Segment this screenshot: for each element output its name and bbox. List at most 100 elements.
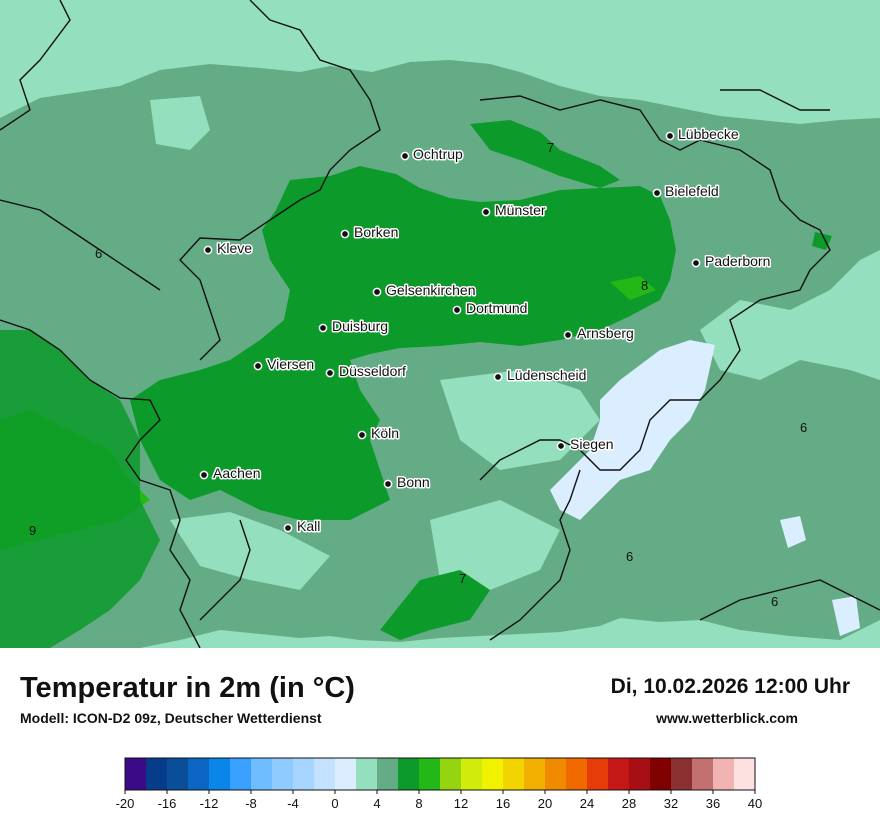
legend-swatch <box>587 758 609 790</box>
website-link[interactable]: www.wetterblick.com <box>656 710 798 726</box>
city-bielefeld[interactable]: Bielefeld <box>652 182 720 201</box>
city-dot <box>372 287 382 297</box>
city-arnsberg[interactable]: Arnsberg <box>563 324 635 343</box>
temp-zone-7-patch <box>380 570 490 640</box>
city-label: Bielefeld <box>665 183 719 199</box>
city-koeln[interactable]: Köln <box>357 424 401 443</box>
temp-zone-0-2 <box>550 340 715 520</box>
legend-swatch <box>566 758 588 790</box>
city-luedenscheid[interactable]: Lüdenscheid <box>493 366 588 385</box>
city-viersen[interactable]: Viersen <box>253 355 316 374</box>
city-aachen[interactable]: Aachen <box>199 464 262 483</box>
city-luebbecke[interactable]: Lübbecke <box>665 125 740 144</box>
city-dot <box>340 229 350 239</box>
city-dot <box>665 131 675 141</box>
city-dot <box>199 470 209 480</box>
legend-tick-label: 16 <box>496 796 510 811</box>
city-dot <box>318 323 328 333</box>
isoline-label: 6 <box>800 420 807 435</box>
legend-tick-label: 0 <box>331 796 338 811</box>
legend-tick-label: 8 <box>415 796 422 811</box>
legend-swatch <box>713 758 735 790</box>
legend-swatch <box>482 758 504 790</box>
isoline-label: 7 <box>459 571 466 586</box>
legend-swatch <box>230 758 252 790</box>
city-label: Kleve <box>217 240 252 256</box>
legend-tick-label: 4 <box>373 796 380 811</box>
city-label: Ochtrup <box>413 146 463 162</box>
city-label: Köln <box>371 425 399 441</box>
legend-swatch <box>650 758 672 790</box>
legend-swatch <box>692 758 714 790</box>
legend-swatch <box>314 758 336 790</box>
isoline-label: 6 <box>771 594 778 609</box>
legend-tick-label: 24 <box>580 796 594 811</box>
city-label: Bonn <box>397 474 430 490</box>
city-gelsenkirchen[interactable]: Gelsenkirchen <box>372 281 477 300</box>
legend-swatch <box>524 758 546 790</box>
city-label: Lübbecke <box>678 126 739 142</box>
legend-tick-label: 40 <box>748 796 762 811</box>
city-paderborn[interactable]: Paderborn <box>691 252 772 271</box>
city-label: Kall <box>297 518 320 534</box>
city-label: Gelsenkirchen <box>386 282 476 298</box>
city-dot <box>652 188 662 198</box>
legend-tick-label: -12 <box>200 796 219 811</box>
city-siegen[interactable]: Siegen <box>556 435 615 454</box>
map-title: Temperatur in 2m (in °C) <box>20 672 355 704</box>
legend-swatch <box>608 758 630 790</box>
city-dot <box>493 372 503 382</box>
temp-zone-0-2-patch <box>832 596 860 636</box>
legend-swatches <box>125 758 756 790</box>
city-label: Arnsberg <box>577 325 634 341</box>
legend-swatch <box>125 758 147 790</box>
city-borken[interactable]: Borken <box>340 223 400 242</box>
city-ochtrup[interactable]: Ochtrup <box>400 145 465 164</box>
city-kleve[interactable]: Kleve <box>203 239 254 258</box>
legend-tick-label: -8 <box>245 796 257 811</box>
temp-zone-4-5-patch <box>430 500 560 590</box>
temp-zone-4-5-patch <box>150 96 210 150</box>
legend-swatch <box>440 758 462 790</box>
city-label: Dortmund <box>466 300 527 316</box>
city-dot <box>691 258 701 268</box>
city-label: Viersen <box>267 356 314 372</box>
isoline-label: 7 <box>547 140 554 155</box>
legend-tick-label: 28 <box>622 796 636 811</box>
map-footer: Temperatur in 2m (in °C) Modell: ICON-D2… <box>0 648 880 830</box>
city-dot <box>556 441 566 451</box>
legend-tick-label: -20 <box>116 796 135 811</box>
temp-zone-0-2-patch <box>780 516 806 548</box>
city-dot <box>452 305 462 315</box>
temp-zone-7-8 <box>130 166 676 520</box>
city-duisburg[interactable]: Duisburg <box>318 317 390 336</box>
city-label: Münster <box>495 202 546 218</box>
legend-swatch <box>251 758 273 790</box>
legend-swatch <box>272 758 294 790</box>
city-duesseldorf[interactable]: Düsseldorf <box>325 362 408 381</box>
isoline-label: 6 <box>626 549 633 564</box>
legend-swatch <box>398 758 420 790</box>
city-bonn[interactable]: Bonn <box>383 473 431 492</box>
legend-tick-label: 36 <box>706 796 720 811</box>
legend-tick-label: -16 <box>158 796 177 811</box>
borders <box>0 0 880 648</box>
legend-swatch <box>503 758 525 790</box>
temp-zone-8-patch <box>610 276 656 300</box>
model-source: Modell: ICON-D2 09z, Deutscher Wetterdie… <box>20 710 322 726</box>
legend-swatch <box>545 758 567 790</box>
city-label: Düsseldorf <box>339 363 406 379</box>
city-dot <box>481 207 491 217</box>
legend-swatch <box>167 758 189 790</box>
temp-zone-7-patch <box>470 120 620 188</box>
city-label: Aachen <box>213 465 260 481</box>
city-kall[interactable]: Kall <box>283 517 322 536</box>
legend-tick-label: 32 <box>664 796 678 811</box>
city-dortmund[interactable]: Dortmund <box>452 299 529 318</box>
legend-ticks: -20 -16 -12 -8 -4 0 4 8 12 16 20 24 28 32 36 40 <box>116 790 762 811</box>
legend-swatch <box>461 758 483 790</box>
city-dot <box>253 361 263 371</box>
city-muenster[interactable]: Münster <box>481 201 547 220</box>
legend-swatch <box>629 758 651 790</box>
legend-swatch <box>209 758 231 790</box>
